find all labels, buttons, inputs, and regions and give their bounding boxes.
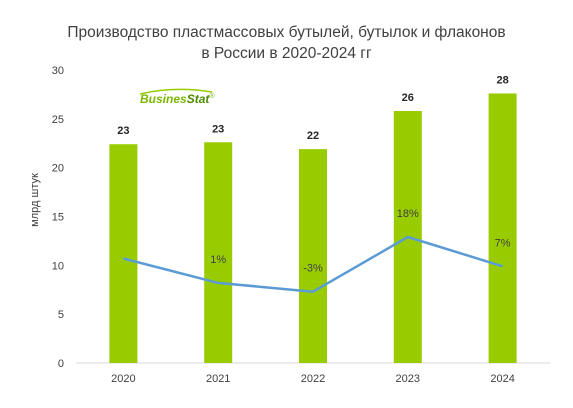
bar bbox=[109, 144, 138, 363]
growth-value-label: 7% bbox=[495, 237, 511, 249]
data-labels: 23 23 22 26 28 1% -3% 18% 7% bbox=[117, 74, 510, 274]
x-tick-label: 2023 bbox=[396, 373, 420, 385]
bar bbox=[299, 149, 327, 363]
bar-value-label: 23 bbox=[117, 125, 129, 137]
chart-title-line-2: в России в 2020-2024 гг bbox=[201, 45, 372, 62]
y-tick-label: 15 bbox=[52, 212, 64, 224]
logo-text: BusinesStat® bbox=[140, 92, 215, 106]
y-tick-label: 25 bbox=[52, 114, 64, 126]
bar bbox=[204, 142, 233, 363]
bar-value-label: 28 bbox=[496, 74, 508, 86]
y-tick-label: 20 bbox=[52, 163, 64, 175]
bars bbox=[109, 93, 517, 364]
y-axis-title-group: млрд штук bbox=[29, 173, 41, 227]
y-axis-title: млрд штук bbox=[29, 173, 41, 227]
y-tick-label: 30 bbox=[52, 65, 64, 77]
bar-value-label: 26 bbox=[402, 92, 414, 104]
businesstat-logo: BusinesStat® bbox=[139, 88, 215, 106]
growth-value-label: 1% bbox=[210, 254, 226, 266]
bar-value-label: 23 bbox=[212, 123, 224, 135]
growth-line bbox=[123, 235, 503, 293]
bar bbox=[488, 93, 517, 363]
y-tick-label: 5 bbox=[58, 309, 64, 321]
axes: 0 5 10 15 20 25 30 2020 2021 2022 2023 2024 bbox=[52, 65, 550, 385]
x-tick-label: 2021 bbox=[206, 373, 230, 385]
growth-value-label: 18% bbox=[397, 208, 419, 220]
y-tick-label: 0 bbox=[58, 358, 64, 370]
logo-text-accent: Stat bbox=[187, 92, 211, 106]
chart-title: Производство пластмассовых бутылей, буты… bbox=[0, 22, 573, 64]
chart-title-line-1: Производство пластмассовых бутылей, буты… bbox=[67, 24, 506, 41]
growth-value-label: -3% bbox=[303, 263, 323, 275]
logo-text-main: Busines bbox=[140, 92, 187, 106]
y-tick-label: 10 bbox=[52, 260, 64, 272]
x-tick-label: 2024 bbox=[490, 373, 514, 385]
logo-registered-mark: ® bbox=[209, 92, 215, 100]
x-tick-label: 2020 bbox=[111, 373, 135, 385]
logo-swoosh-icon bbox=[139, 88, 213, 95]
bar-value-label: 22 bbox=[307, 130, 319, 142]
x-tick-label: 2022 bbox=[301, 373, 325, 385]
